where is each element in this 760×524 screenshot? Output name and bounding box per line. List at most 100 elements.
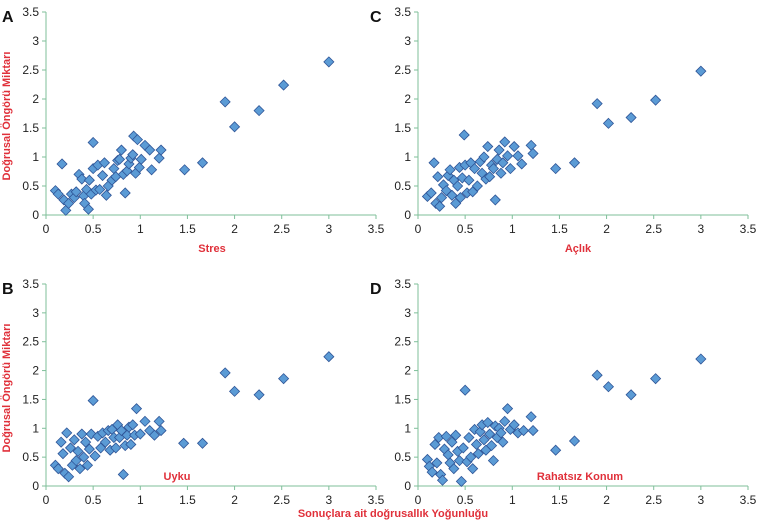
data-point (471, 180, 483, 192)
data-point (525, 139, 537, 151)
y-tick-label: 2.5 (394, 335, 411, 349)
data-point (179, 164, 191, 176)
y-tick-label: 3 (404, 34, 411, 48)
x-tick-label: 1.5 (551, 493, 568, 507)
y-tick-label: 1.5 (22, 392, 39, 406)
x-tick-label: 2.5 (645, 493, 662, 507)
y-tick-label: 1 (32, 421, 39, 435)
panel-b: 0 0.5 1 1.5 2 2.5 3 3.5 0 0.5 1 1.5 2 2.5 3 3.5 B Uyku (2, 277, 385, 507)
data-point (81, 459, 94, 471)
data-point (502, 403, 514, 415)
data-point (434, 200, 446, 212)
data-point (100, 189, 112, 201)
data-point (625, 111, 637, 124)
y-tick-label: 1 (404, 421, 411, 435)
x-tick-label: 2.5 (273, 222, 290, 236)
data-point (55, 436, 67, 448)
y-tick-label: 0.5 (22, 179, 39, 193)
data-point (323, 351, 335, 363)
y-tick-label: 3.5 (394, 277, 411, 291)
x-tick-label: 2.5 (273, 493, 290, 507)
data-point (495, 167, 507, 179)
data-point (229, 385, 241, 397)
data-point (253, 105, 265, 117)
data-point (446, 189, 458, 201)
data-point (446, 436, 458, 448)
data-point (70, 186, 82, 198)
data-point (512, 150, 524, 162)
y-tick-label: 2 (404, 92, 411, 106)
data-point (470, 438, 483, 451)
data-point (278, 373, 290, 385)
data-point (469, 163, 481, 175)
data-point (458, 129, 470, 141)
x-tick-label: 3.5 (368, 222, 385, 236)
data-point (502, 150, 514, 162)
data-point (550, 444, 562, 456)
data-point (431, 457, 443, 469)
panel-b-label: Uyku (164, 471, 191, 483)
data-point (127, 419, 139, 431)
data-point (196, 157, 209, 169)
data-point (219, 367, 231, 379)
y-tick-label: 1.5 (394, 121, 411, 135)
panel-c-label: Açlık (565, 243, 592, 255)
data-point (440, 430, 452, 442)
y-tick-label: 2 (32, 364, 39, 378)
data-point (144, 144, 156, 156)
data-point (229, 121, 241, 133)
data-point (450, 429, 462, 441)
x-tick-label: 2 (603, 493, 610, 507)
data-point (94, 183, 106, 196)
data-point (278, 79, 290, 91)
data-point (591, 98, 603, 110)
data-point (131, 134, 144, 146)
data-point (61, 427, 73, 439)
data-point (134, 428, 146, 440)
x-tick-label: 3.5 (368, 493, 385, 507)
data-point (74, 463, 86, 475)
panel-a-label: Stres (198, 243, 226, 255)
panel-b-plot: 0 0.5 1 1.5 2 2.5 3 3.5 0 0.5 1 1.5 2 2.5 3 3.5 (22, 277, 384, 507)
data-point (499, 136, 511, 148)
data-point (454, 192, 466, 204)
data-point (76, 428, 88, 440)
x-tick-label: 0 (415, 222, 422, 236)
data-point (127, 149, 139, 161)
y-tick-label: 3 (404, 306, 411, 320)
data-point (76, 173, 88, 185)
data-point (463, 431, 475, 444)
data-point (125, 438, 137, 451)
data-point (602, 117, 615, 129)
data-point (117, 468, 129, 481)
data-point (52, 463, 64, 475)
data-point (429, 438, 441, 451)
data-point (153, 152, 165, 164)
data-point (64, 442, 77, 454)
data-point (57, 448, 69, 460)
x-tick-label: 0 (415, 493, 422, 507)
x-tick-label: 0.5 (85, 493, 102, 507)
x-tick-label: 3 (326, 493, 333, 507)
data-point (487, 455, 499, 467)
data-point (508, 419, 520, 431)
data-point (465, 451, 477, 463)
y-tick-label: 2 (404, 364, 411, 378)
panel-a: 0 0.5 1 1.5 2 2.5 3 3.5 0 0.5 1 1.5 2 2.5 3 3.5 A Stres (2, 5, 385, 255)
data-point (478, 151, 490, 163)
x-tick-label: 2.5 (645, 222, 662, 236)
x-tick-label: 2 (231, 493, 238, 507)
x-tick-label: 0 (43, 493, 50, 507)
y-tick-label: 3 (32, 306, 39, 320)
data-point (453, 455, 466, 467)
data-point (568, 435, 581, 447)
x-tick-label: 1.5 (179, 493, 196, 507)
data-point (504, 163, 516, 175)
data-point (527, 147, 539, 160)
data-point (497, 157, 509, 169)
panel-a-plot: 0 0.5 1 1.5 2 2.5 3 3.5 0 0.5 1 1.5 2 2.5 3 3.5 (22, 5, 384, 236)
x-tick-label: 2 (603, 222, 610, 236)
data-point (121, 429, 133, 441)
data-point (436, 192, 448, 204)
data-point (426, 466, 438, 478)
